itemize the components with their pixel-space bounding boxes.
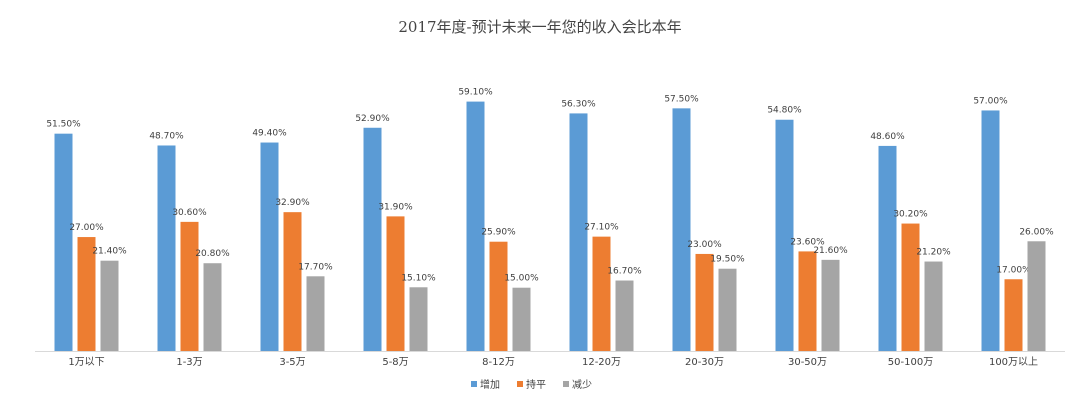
data-label-3-4: 15.10% [401,273,436,283]
category-label-8: 30-50万 [788,357,827,368]
data-label-3-8: 21.60% [813,246,848,256]
category-label-6: 12-20万 [582,357,621,368]
data-label-3-5: 15.00% [504,274,539,284]
data-label-3-10: 26.00% [1019,227,1054,237]
bar-3-9 [924,261,943,351]
bar-1-1 [54,133,73,351]
data-label-3-1: 21.40% [92,247,127,257]
bar-1-9 [878,145,897,351]
data-label-2-8: 23.60% [790,237,825,247]
bar-3-2 [203,263,222,351]
bar-2-1 [77,237,96,351]
legend-label-3: 减少 [572,379,592,391]
bar-1-3 [260,142,279,351]
bar-2-3 [283,212,302,351]
bar-2-8 [798,251,817,351]
legend-swatch-1 [471,381,477,387]
data-label-1-4: 52.90% [355,114,390,124]
bar-3-6 [615,280,634,351]
bar-1-10 [981,110,1000,352]
category-label-7: 20-30万 [685,357,724,368]
data-label-2-7: 23.00% [687,240,722,250]
bar-2-5 [489,241,508,351]
data-label-2-9: 30.20% [893,210,928,220]
data-label-1-5: 59.10% [458,88,493,98]
data-label-1-9: 48.60% [870,132,905,142]
data-label-1-3: 49.40% [252,129,287,139]
bar-3-5 [512,287,531,351]
category-label-9: 50-100万 [888,357,933,368]
bar-1-8 [775,119,794,351]
bar-1-2 [157,145,176,351]
bar-3-3 [306,276,325,351]
bar-3-1 [100,260,119,351]
data-label-2-1: 27.00% [69,223,104,233]
legend-label-2: 持平 [526,378,546,391]
data-label-1-10: 57.00% [973,96,1008,106]
chart-title: 2017年度-预计未来一年您的收入会比本年 [398,18,682,36]
category-label-4: 5-8万 [382,357,408,368]
bar-3-7 [718,268,737,351]
bar-3-10 [1027,241,1046,351]
bar-2-10 [1004,279,1023,351]
legend-swatch-3 [563,381,569,387]
bar-1-6 [569,113,588,351]
data-label-2-6: 27.10% [584,223,619,233]
legend-label-1: 增加 [480,378,500,391]
data-label-2-10: 17.00% [996,265,1031,275]
data-label-3-7: 19.50% [710,255,745,265]
data-label-1-1: 51.50% [46,120,81,130]
category-label-5: 8-12万 [482,357,515,368]
data-label-1-2: 48.70% [149,131,184,141]
bar-2-2 [180,221,199,351]
bar-2-7 [695,253,714,351]
bar-1-7 [672,108,691,351]
bar-1-4 [363,127,382,352]
category-label-2: 1-3万 [176,357,202,368]
bar-2-9 [901,223,920,351]
data-label-2-5: 25.90% [481,228,516,238]
bar-2-6 [592,236,611,351]
data-label-2-4: 31.90% [378,202,413,212]
data-label-2-3: 32.90% [275,198,310,208]
bar-1-5 [466,101,485,352]
data-label-2-2: 30.60% [172,208,207,218]
category-label-1: 1万以下 [68,357,104,368]
bar-2-4 [386,216,405,351]
legend-swatch-2 [517,381,523,387]
data-label-3-6: 16.70% [607,267,642,277]
data-label-1-8: 54.80% [767,106,802,116]
category-label-3: 3-5万 [279,357,305,368]
bar-3-4 [409,287,428,351]
data-label-3-2: 20.80% [195,249,230,259]
data-label-3-3: 17.70% [298,262,333,272]
data-label-1-6: 56.30% [561,99,596,109]
data-label-1-7: 57.50% [664,94,699,104]
data-label-3-9: 21.20% [916,248,951,258]
category-label-10: 100万以上 [989,356,1038,368]
bar-3-8 [821,259,840,351]
